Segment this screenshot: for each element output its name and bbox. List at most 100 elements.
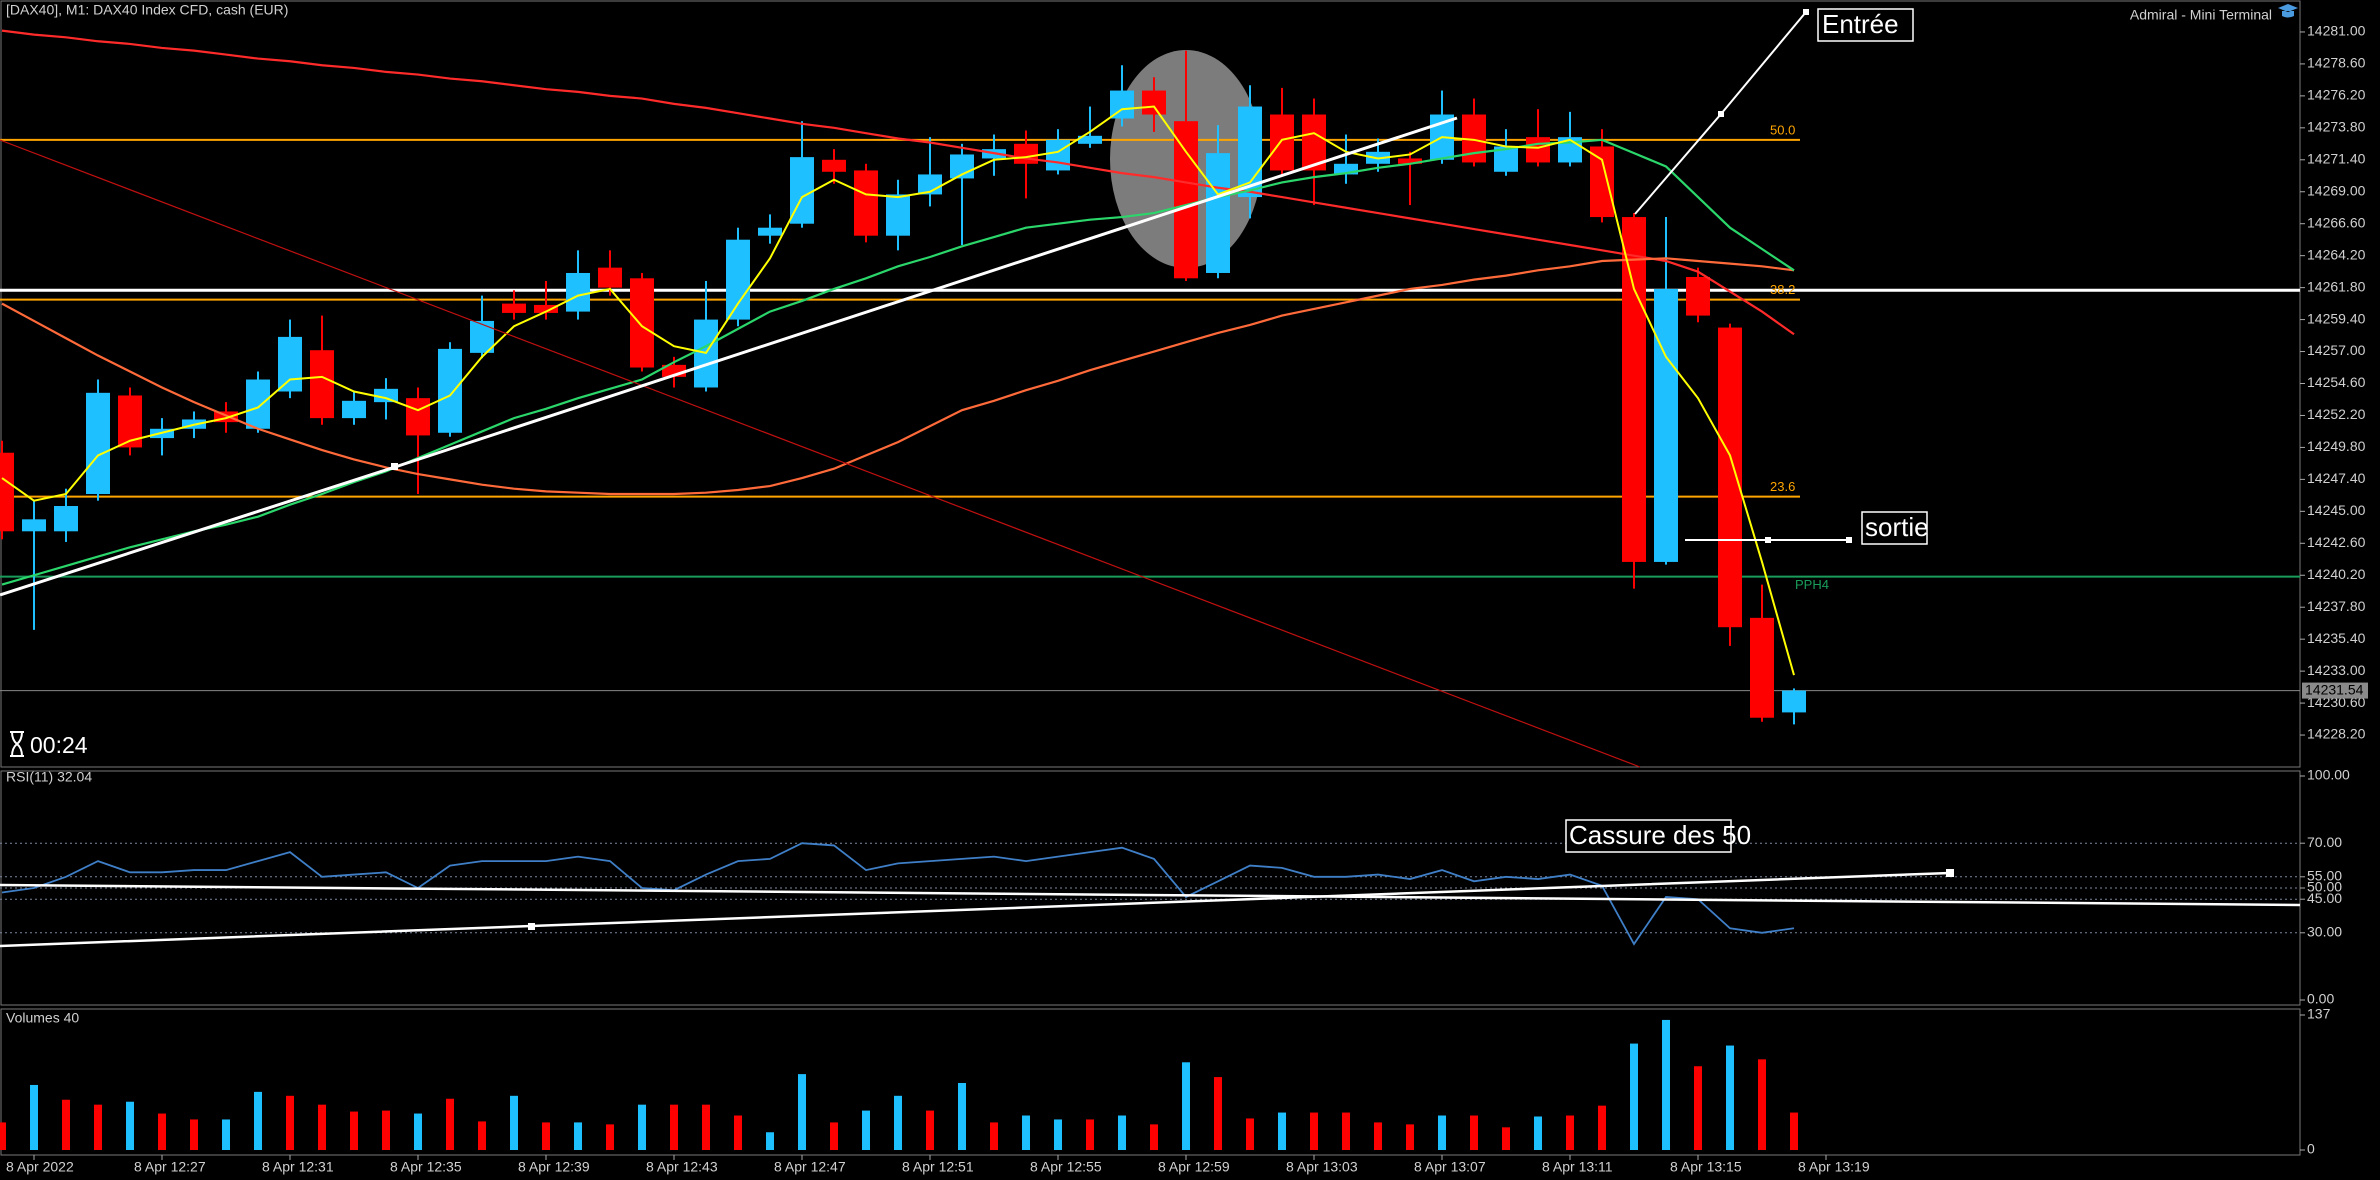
volume-bar [894,1095,902,1150]
level-label: PPH4 [1795,577,1829,592]
y-tick-label: 14281.00 [2307,23,2366,39]
y-tick-label: 14259.40 [2307,310,2366,326]
volume-bar [1054,1119,1062,1150]
candle-body [886,194,910,236]
y-tick-label: 14257.00 [2307,342,2366,358]
volume-bar [862,1110,870,1150]
anchor [528,923,535,930]
volume-bar [926,1110,934,1150]
volume-bar [1726,1045,1734,1150]
volume-bar [1534,1116,1542,1150]
y-tick-label: 70.00 [2307,834,2342,850]
volume-bar [734,1115,742,1150]
moving-average [1,138,1795,586]
candle-body [214,411,238,423]
volume-bar [414,1113,422,1150]
y-tick-label: 14233.00 [2307,662,2366,678]
volume-bar [0,1122,6,1150]
y-tick-label: 0.00 [2307,991,2334,1007]
candle-body [1782,690,1806,713]
x-tick-label: 8 Apr 12:31 [262,1159,334,1175]
y-tick-label: 14264.20 [2307,246,2366,262]
volume-bar [1566,1115,1574,1150]
anchor [1946,869,1954,877]
x-tick-label: 8 Apr 13:07 [1414,1159,1486,1175]
rsi-title: RSI(11) 32.04 [6,769,92,785]
last-price-box [2302,682,2368,699]
x-tick-label: 8 Apr 12:59 [1158,1159,1230,1175]
anchor [1765,537,1771,543]
volume-bar [30,1084,38,1150]
y-tick-label: 14278.60 [2307,55,2366,71]
candle-body [1334,163,1358,175]
annotation-box [1861,511,1928,545]
y-tick-label: 14273.80 [2307,119,2366,135]
candle-body [822,159,846,172]
y-tick-label: 14254.60 [2307,374,2366,390]
volume-bar [1790,1112,1798,1150]
candle-body [246,379,270,429]
volume-bar [446,1098,454,1150]
level-label: 50.0 [1770,122,1795,137]
volume-bar [1438,1115,1446,1150]
moving-average [1,105,1795,676]
candle-body [1718,327,1742,628]
y-tick-label: 0 [2307,1141,2315,1157]
y-tick-label: 14245.00 [2307,502,2366,518]
chart-title: [DAX40], M1: DAX40 Index CFD, cash (EUR) [6,2,288,18]
volume-bar [1630,1043,1638,1150]
last-price-label: 14231.54 [2305,681,2364,697]
y-tick-label: 14276.20 [2307,87,2366,103]
candle-body [1014,143,1038,164]
volume-bar [542,1122,550,1150]
candle-body [726,239,750,320]
level-label: 23.6 [1770,479,1795,494]
x-tick-label: 8 Apr 12:47 [774,1159,846,1175]
volume-bar [1214,1077,1222,1150]
candle-body [534,304,558,313]
candle-body [566,272,590,312]
x-tick-label: 8 Apr 12:51 [902,1159,974,1175]
y-tick-label: 14237.80 [2307,598,2366,614]
volume-bar [1598,1105,1606,1150]
y-tick-label: 45.00 [2307,890,2342,906]
candle-body [54,506,78,532]
hourglass-icon [10,731,24,757]
candle-body [1590,146,1614,218]
volume-bar [1662,1019,1670,1150]
volume-bar [670,1104,678,1150]
y-tick-label: 14240.20 [2307,566,2366,582]
volume-bar [510,1095,518,1150]
volume-bar [1374,1122,1382,1150]
volume-bar [158,1113,166,1150]
anchor [1803,9,1809,15]
candle-body [1046,139,1070,171]
volume-bar [958,1082,966,1150]
candle-body [758,227,782,236]
y-tick-label: 14249.80 [2307,438,2366,454]
candle-body [854,170,878,236]
candle-body [630,278,654,368]
volume-bar [254,1091,262,1150]
candle-body [1206,153,1230,273]
volume-bar [318,1104,326,1150]
y-tick-label: 14269.00 [2307,182,2366,198]
rsi-line [1,842,1795,946]
annotation: Entrée [1822,9,1899,39]
volume-bar [62,1099,70,1150]
volume-bar [222,1119,230,1150]
candle-body [438,348,462,433]
volume-bar [702,1104,710,1150]
volume-bar [478,1121,486,1150]
volume-bar [638,1104,646,1150]
volume-bar [990,1122,998,1150]
anchor [391,463,398,470]
volume-bar [1182,1062,1190,1150]
terminal-label: Admiral - Mini Terminal [2130,7,2272,23]
x-tick-label: 8 Apr 13:19 [1798,1159,1870,1175]
candle-body [374,388,398,403]
anchor [1846,537,1852,543]
volume-bar [798,1074,806,1150]
y-tick-label: 50.00 [2307,879,2342,895]
